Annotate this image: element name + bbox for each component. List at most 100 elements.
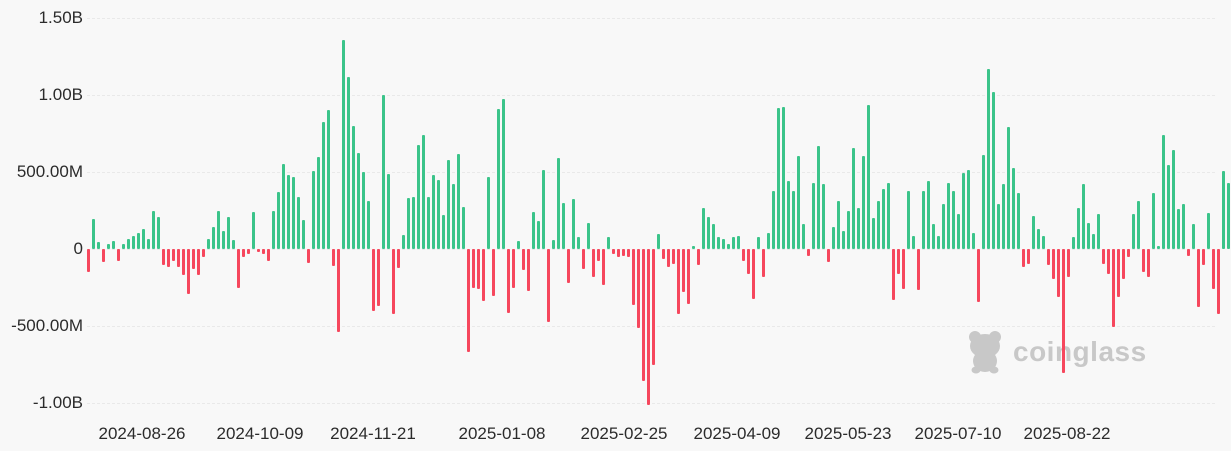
bar[interactable] (997, 204, 1000, 249)
bar[interactable] (952, 191, 955, 249)
bar[interactable] (587, 222, 590, 249)
bar[interactable] (152, 211, 155, 249)
bar[interactable] (552, 239, 555, 249)
bar[interactable] (977, 249, 980, 302)
bar[interactable] (147, 238, 150, 249)
bar[interactable] (1162, 135, 1165, 249)
bar[interactable] (972, 232, 975, 249)
bar[interactable] (1132, 214, 1135, 249)
bar[interactable] (1102, 249, 1105, 264)
bar[interactable] (967, 169, 970, 249)
bar[interactable] (872, 217, 875, 249)
bar[interactable] (122, 244, 125, 249)
bar[interactable] (627, 249, 630, 258)
bar[interactable] (802, 224, 805, 249)
bar[interactable] (1092, 234, 1095, 249)
bar[interactable] (1047, 249, 1050, 266)
bar[interactable] (242, 249, 245, 257)
bar[interactable] (362, 172, 365, 249)
bar[interactable] (182, 249, 185, 276)
bar[interactable] (697, 249, 700, 266)
bar[interactable] (482, 249, 485, 302)
bar[interactable] (317, 156, 320, 249)
bar[interactable] (172, 249, 175, 261)
bar[interactable] (1022, 249, 1025, 268)
bar[interactable] (962, 172, 965, 249)
bar[interactable] (937, 235, 940, 249)
bar[interactable] (1212, 249, 1215, 289)
bar[interactable] (1067, 249, 1070, 278)
bar[interactable] (1027, 249, 1030, 264)
bar[interactable] (132, 235, 135, 249)
bar[interactable] (222, 231, 225, 249)
bar[interactable] (582, 249, 585, 270)
bar[interactable] (442, 215, 445, 249)
bar[interactable] (417, 145, 420, 249)
bar[interactable] (1062, 249, 1065, 374)
bar[interactable] (427, 196, 430, 249)
bar[interactable] (1107, 249, 1110, 274)
bar[interactable] (462, 206, 465, 249)
bar[interactable] (252, 212, 255, 249)
bar[interactable] (807, 249, 810, 256)
bar[interactable] (667, 249, 670, 268)
bar[interactable] (652, 249, 655, 365)
bar[interactable] (312, 171, 315, 249)
bar[interactable] (447, 159, 450, 249)
bar[interactable] (647, 249, 650, 405)
bar[interactable] (1127, 249, 1130, 258)
bar[interactable] (1087, 222, 1090, 249)
bar[interactable] (822, 184, 825, 249)
bar[interactable] (332, 249, 335, 266)
bar[interactable] (777, 108, 780, 249)
bar[interactable] (407, 198, 410, 249)
bar[interactable] (852, 148, 855, 249)
bar[interactable] (117, 249, 120, 261)
bar[interactable] (1037, 229, 1040, 249)
bar[interactable] (1057, 249, 1060, 297)
bar[interactable] (1202, 249, 1205, 266)
bar[interactable] (502, 98, 505, 249)
bar[interactable] (282, 164, 285, 249)
bar[interactable] (732, 237, 735, 249)
bar[interactable] (412, 196, 415, 249)
bar[interactable] (437, 179, 440, 249)
bar[interactable] (102, 249, 105, 263)
bar[interactable] (692, 245, 695, 249)
bar[interactable] (262, 249, 265, 254)
bar[interactable] (717, 237, 720, 249)
bar[interactable] (1227, 182, 1230, 249)
bar[interactable] (1217, 249, 1220, 314)
bar[interactable] (1137, 201, 1140, 249)
bar[interactable] (357, 152, 360, 249)
bar[interactable] (87, 249, 90, 273)
bar[interactable] (207, 238, 210, 249)
bar[interactable] (1002, 184, 1005, 249)
bar[interactable] (227, 217, 230, 249)
bar[interactable] (572, 199, 575, 249)
bar[interactable] (162, 249, 165, 266)
bar[interactable] (832, 227, 835, 249)
bar[interactable] (287, 175, 290, 249)
bar[interactable] (602, 249, 605, 286)
bar[interactable] (1112, 249, 1115, 327)
bar[interactable] (347, 76, 350, 249)
bar[interactable] (307, 249, 310, 263)
bar[interactable] (1187, 249, 1190, 256)
bar[interactable] (737, 235, 740, 249)
bar[interactable] (527, 249, 530, 291)
bar[interactable] (657, 234, 660, 249)
bar[interactable] (932, 224, 935, 249)
bar[interactable] (142, 228, 145, 249)
bar[interactable] (1032, 215, 1035, 249)
bar[interactable] (607, 237, 610, 249)
bar[interactable] (1007, 126, 1010, 249)
bar[interactable] (452, 183, 455, 249)
bar[interactable] (1152, 192, 1155, 249)
bar[interactable] (402, 235, 405, 249)
bar[interactable] (1157, 245, 1160, 249)
bar[interactable] (837, 201, 840, 249)
bar[interactable] (1097, 214, 1100, 249)
bar[interactable] (827, 249, 830, 263)
bar[interactable] (387, 173, 390, 249)
